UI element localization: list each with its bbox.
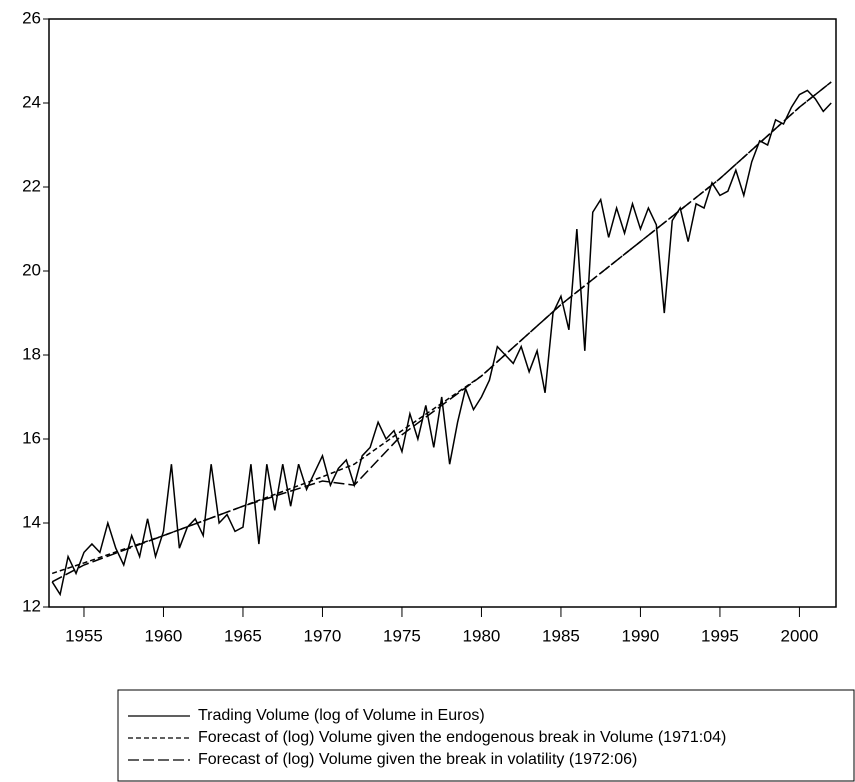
x-tick-label: 1965 — [224, 626, 262, 645]
x-tick-label: 1975 — [383, 626, 421, 645]
x-tick-label: 1960 — [145, 626, 183, 645]
series-line — [51, 89, 832, 597]
legend-label: Forecast of (log) Volume given the break… — [198, 751, 637, 768]
y-tick-label: 16 — [22, 428, 41, 447]
legend: Trading Volume (log of Volume in Euros) F… — [117, 689, 855, 782]
x-tick-label: 1995 — [701, 626, 739, 645]
y-tick-label: 12 — [22, 596, 41, 615]
legend-label: Forecast of (log) Volume given the endog… — [198, 729, 726, 746]
legend-box — [117, 689, 855, 782]
series-line — [51, 81, 832, 583]
y-tick-label: 20 — [22, 260, 41, 279]
series-line — [51, 81, 832, 575]
y-tick-label: 26 — [22, 8, 41, 27]
x-tick-label: 1970 — [304, 626, 342, 645]
x-tick-label: 1955 — [65, 626, 103, 645]
x-tick-label: 2000 — [781, 626, 819, 645]
x-tick-label: 1985 — [542, 626, 580, 645]
x-tick-label: 1980 — [463, 626, 501, 645]
plot-frame — [48, 18, 837, 608]
y-tick-label: 22 — [22, 176, 41, 195]
y-tick-label: 18 — [22, 344, 41, 363]
y-tick-label: 24 — [22, 92, 41, 111]
x-tick-label: 1990 — [622, 626, 660, 645]
y-tick-label: 14 — [22, 512, 41, 531]
legend-label: Trading Volume (log of Volume in Euros) — [198, 707, 485, 724]
